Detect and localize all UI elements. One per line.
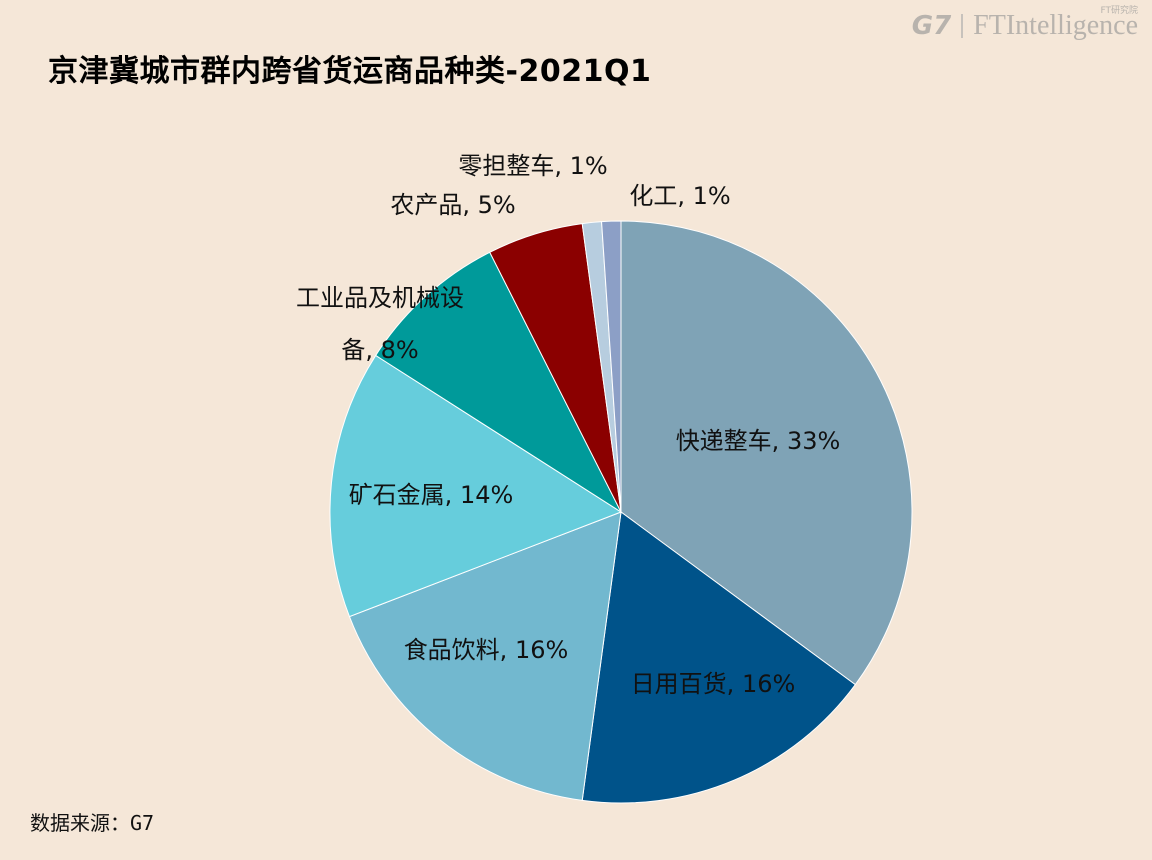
slice-label: 化工, 1% [629,182,730,210]
slice-label: 快递整车, 33% [676,427,841,455]
brand-logo: G7 FTIntelligence FT研究院 [911,6,1138,41]
slice-label: 工业品及机械设备, 8% [296,284,464,364]
source-note: 数据来源：G7 [30,811,155,835]
slice-label: 食品饮料, 16% [404,636,569,664]
slice-label: 矿石金属, 14% [349,481,514,509]
g7-logo: G7 [911,11,952,41]
ft-research-label: FT研究院 [1100,6,1138,16]
slice-label: 日用百货, 16% [631,670,796,698]
pie-slice [348,511,622,801]
pie-slice [581,511,856,804]
ft-intelligence-logo: FTIntelligence FT研究院 [973,6,1138,41]
slice-label: 零担整车, 1% [458,152,607,180]
brand-divider [961,14,964,38]
pie-slice [375,251,623,514]
slice-label: 农产品, 5% [390,191,515,219]
pie-slice [620,220,913,686]
pie-slice [329,354,623,618]
page-title: 京津冀城市群内跨省货运商品种类-2021Q1 [48,54,652,89]
ft-intelligence-wordmark: FTIntelligence [973,10,1138,41]
pie-slice [601,220,622,513]
